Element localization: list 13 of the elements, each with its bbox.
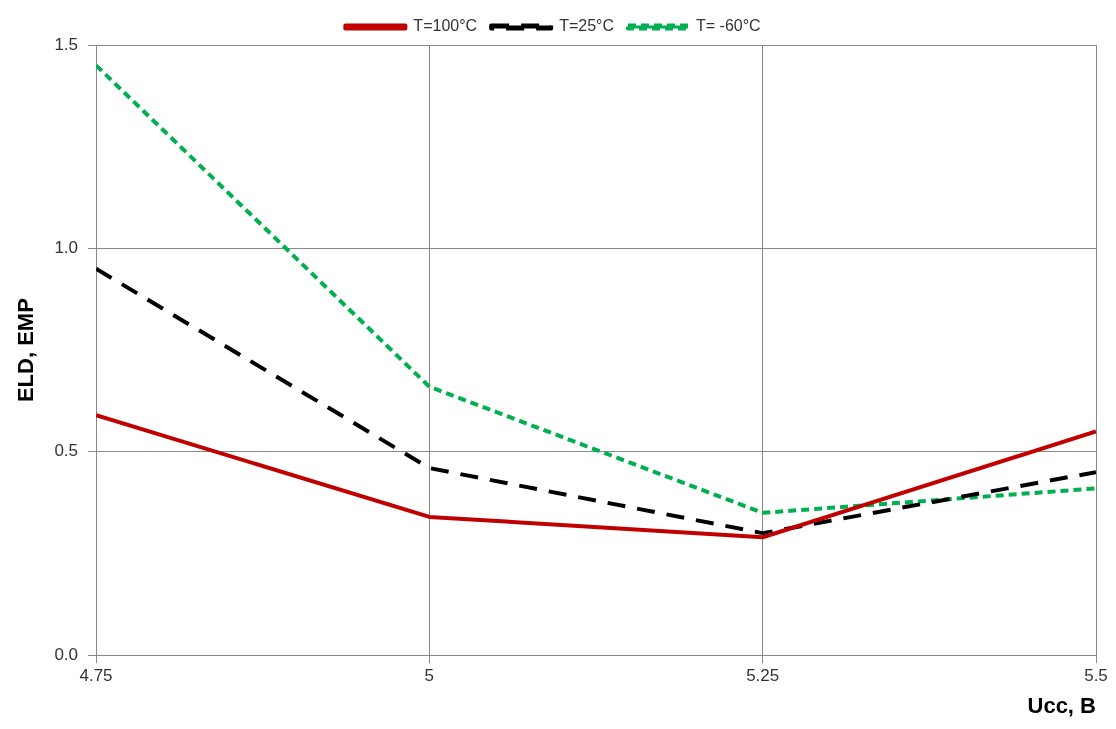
y-tick-label: 1.5: [54, 34, 79, 54]
x-tick-label: 5.25: [746, 666, 780, 686]
legend-label: T=25°C: [559, 17, 614, 35]
legend-label: T=100°C: [413, 17, 478, 35]
y-tick-label: 0.0: [54, 644, 79, 664]
x-tick-label: 4.75: [79, 666, 113, 686]
y-tick-label: 0.5: [54, 441, 79, 461]
x-tick-label: 5.5: [1084, 666, 1108, 686]
legend-label: T= -60°C: [696, 17, 761, 35]
x-axis-title: Ucc, B: [1027, 692, 1096, 718]
y-tick-label: 1.0: [54, 238, 79, 258]
y-axis-title: ELD, EMP: [13, 298, 39, 403]
x-tick-label: 5: [424, 666, 435, 686]
